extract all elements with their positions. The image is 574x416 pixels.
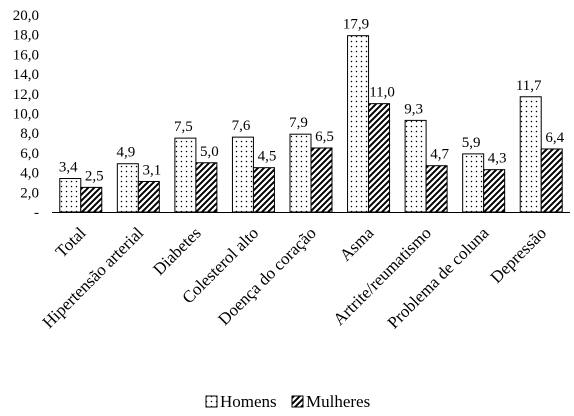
data-label-mulheres: 4,3 [488,151,507,167]
legend-label-homens: Homens [220,392,277,411]
y-tick-label: 16,0 [13,47,39,63]
data-label-homens: 7,5 [174,119,193,135]
bar-homens [462,153,485,213]
bars-group [59,35,563,213]
data-label-homens: 5,9 [462,135,481,151]
data-label-mulheres: 6,4 [545,130,564,146]
data-label-mulheres: 11,0 [369,85,395,101]
data-label-homens: 7,6 [232,118,251,134]
y-tick-label: 10,0 [13,107,39,123]
data-label-mulheres: 2,5 [85,168,104,184]
legend-swatch-mulheres [291,395,304,408]
category-label: Diabetes [149,223,204,278]
bar-homens [59,178,82,213]
y-tick-label: 18,0 [13,28,39,44]
y-tick-label: 6,0 [20,146,39,162]
legend-label-mulheres: Mulheres [306,392,370,411]
data-label-mulheres: 4,7 [430,147,449,163]
y-tick-label: - [34,205,39,221]
bar-mulheres [483,169,506,213]
data-label-homens: 7,9 [289,115,308,131]
data-label-homens: 4,9 [116,145,135,161]
data-label-mulheres: 5,0 [200,144,219,160]
category-label: Total [52,223,90,261]
category-label: Depressão [487,223,551,287]
category-label: Problema de coluna [384,223,493,332]
category-label: Asma [336,223,378,265]
y-tick-label: 8,0 [20,126,39,142]
category-label: Artrite/reumatismo [329,223,435,329]
bar-mulheres [80,186,103,213]
bar-homens [289,133,312,213]
data-label-homens: 3,4 [59,160,78,176]
legend-swatch-homens [205,395,218,408]
y-tick-label: 4,0 [20,166,39,182]
bar-mulheres [310,147,333,213]
bar-homens [116,163,139,213]
category-label: Hipertensão arterial [39,223,148,332]
bar-homens [519,96,542,213]
data-label-homens: 9,3 [404,101,423,117]
category-label: Doença do coração [214,223,320,329]
data-label-mulheres: 4,5 [258,149,277,165]
data-label-homens: 17,9 [343,17,369,33]
bar-mulheres [252,167,275,213]
bar-homens [404,119,427,213]
data-label-homens: 11,7 [516,78,542,94]
bar-mulheres [540,148,563,213]
y-axis: - 2,0 4,0 6,0 8,0 10,0 12,0 14,0 16,0 18,0 20,0 [13,8,39,221]
bar-mulheres [425,165,448,213]
bar-mulheres [137,180,160,213]
bar-homens [231,136,254,213]
bar-mulheres [368,103,391,213]
data-label-mulheres: 3,1 [142,162,161,178]
data-labels-group: 3,4 2,5 4,9 3,1 7,5 5,0 7,6 4,5 7,9 6,5 17,9 11,0 9,… [59,17,565,185]
bar-homens [347,35,370,213]
bar-homens [174,137,197,213]
y-tick-label: 2,0 [20,185,39,201]
y-tick-label: 20,0 [13,8,39,24]
data-label-mulheres: 6,5 [315,129,334,145]
y-tick-label: 12,0 [13,87,39,103]
legend: Homens Mulheres [205,392,370,411]
y-tick-label: 14,0 [13,67,39,83]
bar-mulheres [195,162,218,213]
